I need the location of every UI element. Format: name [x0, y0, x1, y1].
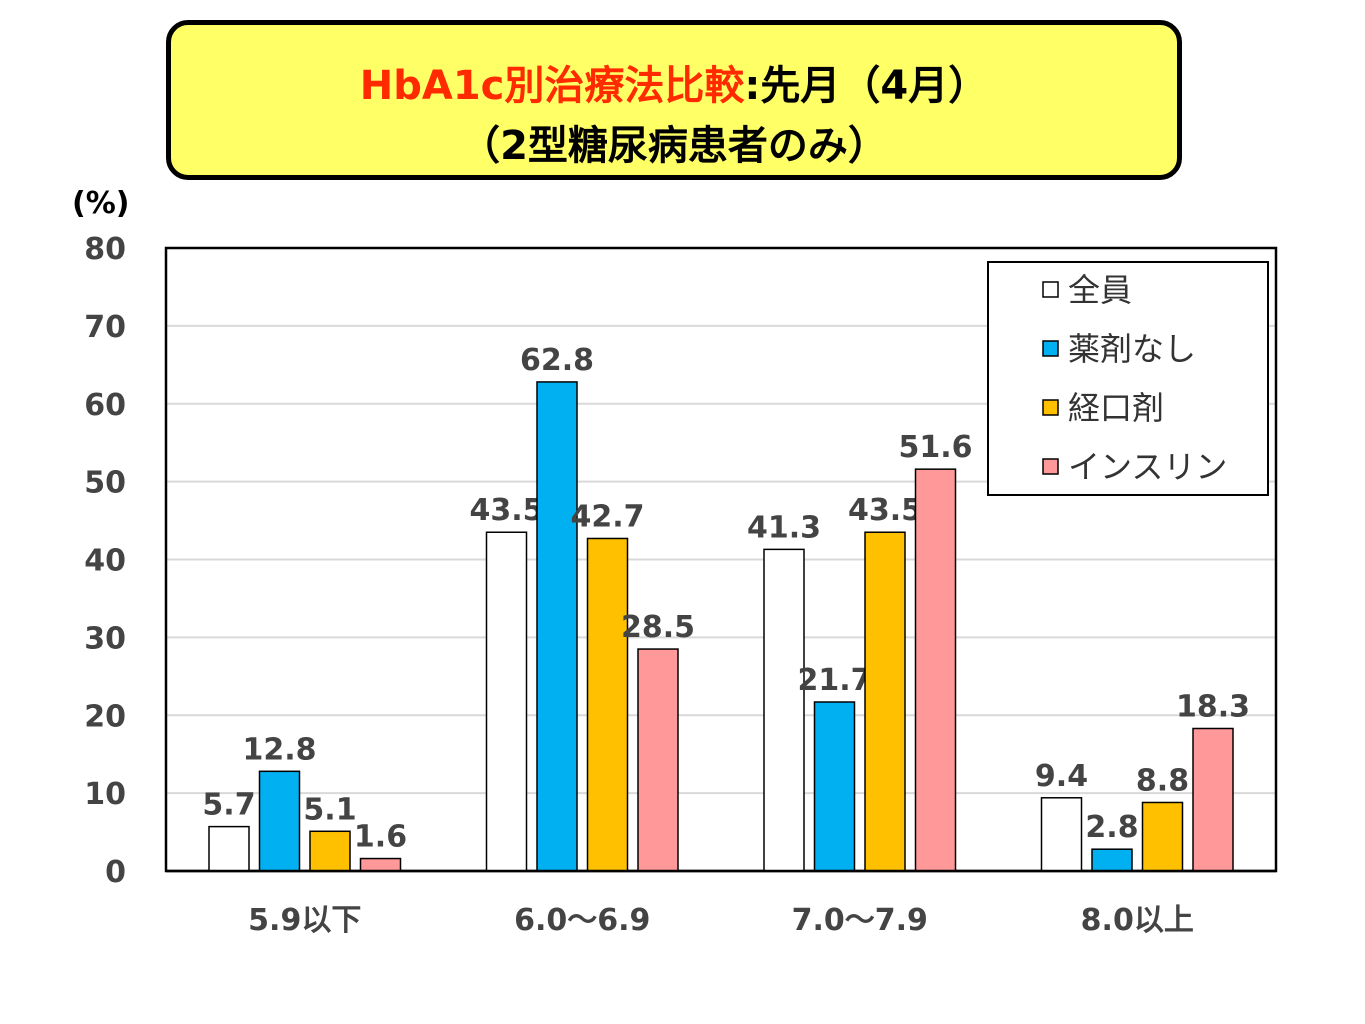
y-tick-label: 20	[84, 699, 126, 734]
y-axis-unit: (%)	[72, 186, 129, 221]
bar	[914, 468, 957, 872]
bar	[536, 381, 578, 872]
legend-swatch	[1042, 340, 1059, 357]
bar	[1040, 797, 1083, 872]
bar	[258, 770, 301, 872]
legend-label: 経口剤	[1068, 389, 1164, 427]
y-tick-label: 60	[84, 388, 126, 423]
legend-box	[987, 261, 1269, 496]
legend-label: インスリン	[1068, 448, 1227, 486]
bar	[586, 537, 629, 872]
data-label: 62.8	[520, 343, 594, 378]
data-label: 18.3	[1176, 689, 1250, 724]
y-tick-label: 80	[84, 232, 126, 267]
legend-label: 薬剤なし	[1068, 330, 1196, 368]
bar	[864, 531, 906, 872]
x-category-label: 5.9以下	[248, 903, 361, 938]
y-tick-label: 10	[84, 777, 126, 812]
data-label: 51.6	[898, 430, 972, 465]
x-category-label: 8.0以上	[1081, 903, 1194, 938]
chart-title-box: HbA1c別治療法比較:先月（4月） （2型糖尿病患者のみ）	[166, 20, 1182, 180]
bar	[359, 857, 402, 872]
data-label: 21.7	[797, 663, 871, 698]
data-label: 5.7	[202, 788, 255, 823]
x-category-label: 6.0～6.9	[514, 903, 650, 938]
data-label: 2.8	[1085, 810, 1138, 845]
bar	[1091, 848, 1133, 872]
bar	[1141, 801, 1184, 872]
legend-swatch	[1042, 458, 1059, 475]
bar	[637, 648, 679, 872]
data-label: 8.8	[1136, 763, 1189, 798]
x-category-label: 7.0～7.9	[792, 903, 928, 938]
data-label: 12.8	[242, 732, 316, 767]
data-label: 43.5	[848, 493, 922, 528]
bar	[309, 830, 351, 872]
chart-title-highlight: HbA1c別治療法比較	[359, 63, 745, 109]
y-tick-label: 70	[84, 310, 126, 345]
data-label: 5.1	[303, 792, 356, 827]
bar	[485, 531, 528, 872]
data-label: 42.7	[570, 499, 644, 534]
y-tick-label: 0	[105, 855, 126, 890]
legend-swatch	[1042, 399, 1059, 416]
y-tick-label: 30	[84, 621, 126, 656]
bar	[1192, 727, 1234, 872]
data-label: 1.6	[354, 820, 407, 855]
bar	[208, 825, 250, 872]
y-tick-label: 50	[84, 466, 126, 501]
legend-swatch	[1042, 281, 1059, 298]
data-label: 28.5	[621, 610, 695, 645]
data-label: 41.3	[747, 510, 821, 545]
y-tick-label: 40	[84, 544, 126, 579]
chart-title-suffix: :先月（4月）	[744, 63, 989, 109]
bar	[813, 701, 856, 872]
data-label: 43.5	[469, 493, 543, 528]
chart-title-line1: HbA1c別治療法比較:先月（4月）	[171, 53, 1177, 111]
data-label: 9.4	[1035, 759, 1088, 794]
legend-label: 全員	[1068, 271, 1132, 309]
bar	[763, 548, 805, 872]
chart-subtitle: （2型糖尿病患者のみ）	[460, 123, 888, 169]
